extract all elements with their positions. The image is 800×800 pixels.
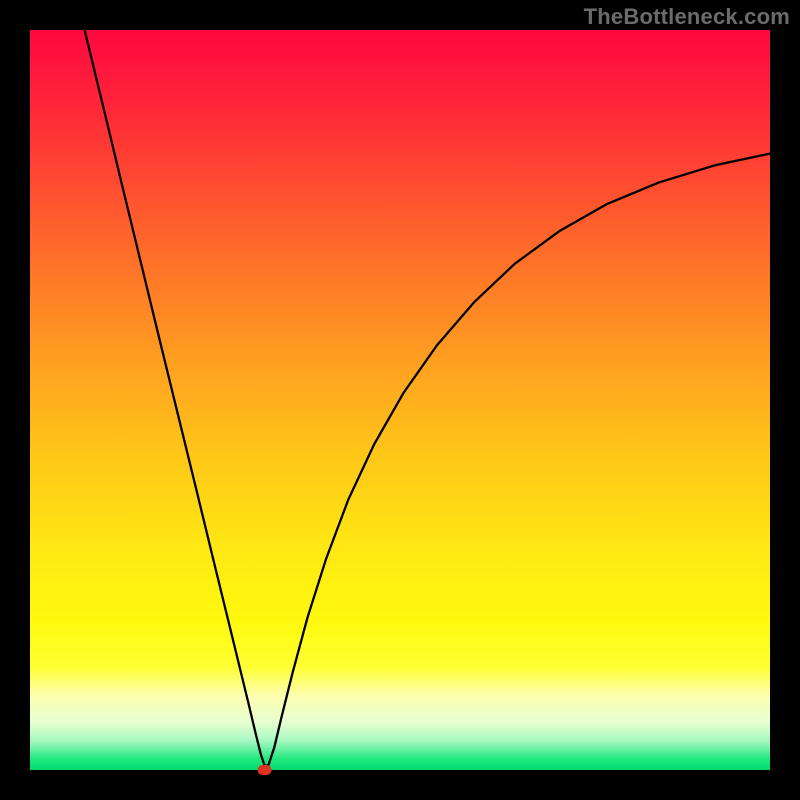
chart-container: TheBottleneck.com — [0, 0, 800, 800]
optimum-marker — [258, 765, 272, 775]
watermark-label: TheBottleneck.com — [584, 4, 790, 30]
bottleneck-chart-svg — [0, 0, 800, 800]
